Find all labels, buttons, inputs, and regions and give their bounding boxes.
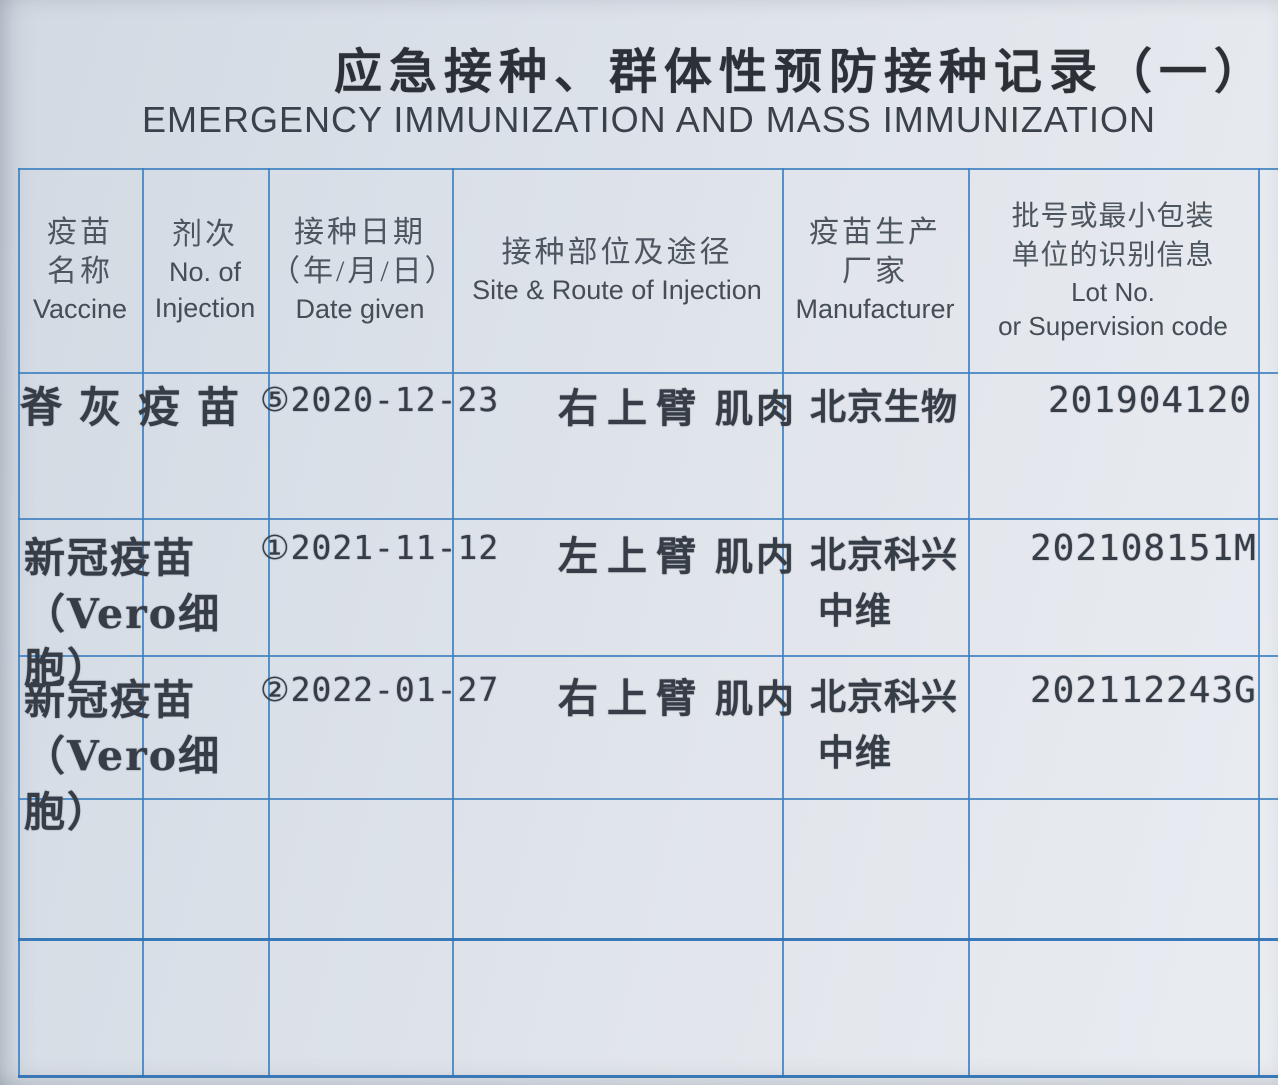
manufacturer-stamp: 北京科兴 <box>810 676 959 718</box>
header-label-cn: 疫苗 <box>47 216 113 249</box>
lot-number-stamp: 202108151M <box>1030 528 1257 569</box>
grid-line-vertical <box>968 168 970 1077</box>
vaccine-name-stamp: 胞） <box>24 644 110 692</box>
grid-line-vertical <box>268 168 270 1077</box>
header-label-cn: 疫苗生产 <box>809 216 941 249</box>
header-label-en: Manufacturer <box>795 294 955 324</box>
header-label-cn: 剂次 <box>172 217 238 251</box>
header-label-en: Injection <box>154 292 256 323</box>
header-label-en: No. of <box>168 256 242 287</box>
immunization-table: 疫苗 名称 Vaccine 剂次 No. of Injection 接种日期 （… <box>18 168 1278 1079</box>
vaccine-name-stamp: （Vero细 <box>24 590 222 638</box>
header-label-en: Date given <box>295 294 425 324</box>
route-stamp: 肌内 <box>715 676 798 721</box>
vaccine-name-stamp: 新冠疫苗 <box>24 676 196 724</box>
lot-number-stamp: 202112243G <box>1030 670 1257 711</box>
vaccine-name-stamp: 胞） <box>24 788 110 836</box>
header-label-cn: 接种部位及途径 <box>501 235 733 269</box>
header-cell-manufacturer: 疫苗生产 厂家 Manufacturer <box>784 170 966 370</box>
header-label-cn: 名称 <box>47 255 113 288</box>
route-stamp: 肌肉 <box>715 386 798 431</box>
header-cell-date-given: 接种日期 （年/月/日） Date given <box>270 170 458 370</box>
manufacturer-stamp: 北京科兴 <box>810 534 959 576</box>
grid-line-horizontal <box>18 938 1278 941</box>
grid-line-horizontal <box>18 372 1278 374</box>
grid-line-vertical <box>18 168 20 1077</box>
header-label-cn: 接种日期 <box>294 216 426 249</box>
dose-date-stamp: ⑤2020-12-23 <box>260 380 500 419</box>
vaccine-name-stamp: 新冠疫苗 <box>24 534 196 582</box>
header-cell-injection-no: 剂次 No. of Injection <box>144 170 266 370</box>
page-title-english: EMERGENCY IMMUNIZATION AND MASS IMMUNIZA… <box>142 99 1157 140</box>
page-title-chinese: 应急接种、群体性预防接种记录（一） <box>334 46 1270 99</box>
header-label-cn: 厂家 <box>842 255 908 288</box>
grid-line-horizontal <box>18 168 1278 170</box>
header-label-cn: （年/月/日） <box>270 255 458 288</box>
header-cell-site-route: 接种部位及途径 Site & Route of Injection <box>454 170 780 370</box>
dose-date-stamp: ②2022-01-27 <box>260 670 500 709</box>
vaccine-name-stamp: （Vero细 <box>24 732 222 780</box>
dose-date-stamp: ①2021-11-12 <box>260 528 500 567</box>
site-stamp: 左上臂 <box>558 533 705 580</box>
header-label-cn: 单位的识别信息 <box>1011 240 1215 271</box>
lot-number-stamp: 201904120 <box>1048 380 1253 421</box>
manufacturer-stamp: 北京生物 <box>810 386 959 428</box>
grid-line-horizontal <box>18 655 1278 657</box>
grid-line-horizontal <box>18 798 1278 800</box>
header-cell-vaccine: 疫苗 名称 Vaccine <box>20 170 140 370</box>
header-cell-lot-number: 批号或最小包装 单位的识别信息 Lot No. or Supervision c… <box>970 170 1256 370</box>
grid-line-vertical <box>1258 168 1260 1077</box>
grid-line-horizontal <box>18 518 1278 520</box>
header-label-en: or Supervision code <box>998 311 1228 341</box>
header-label-cn: 批号或最小包装 <box>1011 201 1215 232</box>
route-stamp: 肌内 <box>715 534 798 579</box>
header-label-en: Lot No. <box>1071 277 1155 307</box>
header-label-en: Vaccine <box>32 294 128 324</box>
site-stamp: 右上臂 <box>558 675 705 722</box>
manufacturer-stamp: 中维 <box>818 590 893 632</box>
vaccine-name-stamp: 脊灰疫苗 <box>20 383 257 432</box>
grid-line-horizontal <box>18 1075 1278 1078</box>
grid-line-vertical <box>452 168 454 1077</box>
manufacturer-stamp: 中维 <box>818 732 893 774</box>
grid-line-vertical <box>782 168 784 1077</box>
site-stamp: 右上臂 <box>558 385 705 432</box>
header-label-en: Site & Route of Injection <box>472 274 762 305</box>
grid-line-vertical <box>142 168 144 1077</box>
